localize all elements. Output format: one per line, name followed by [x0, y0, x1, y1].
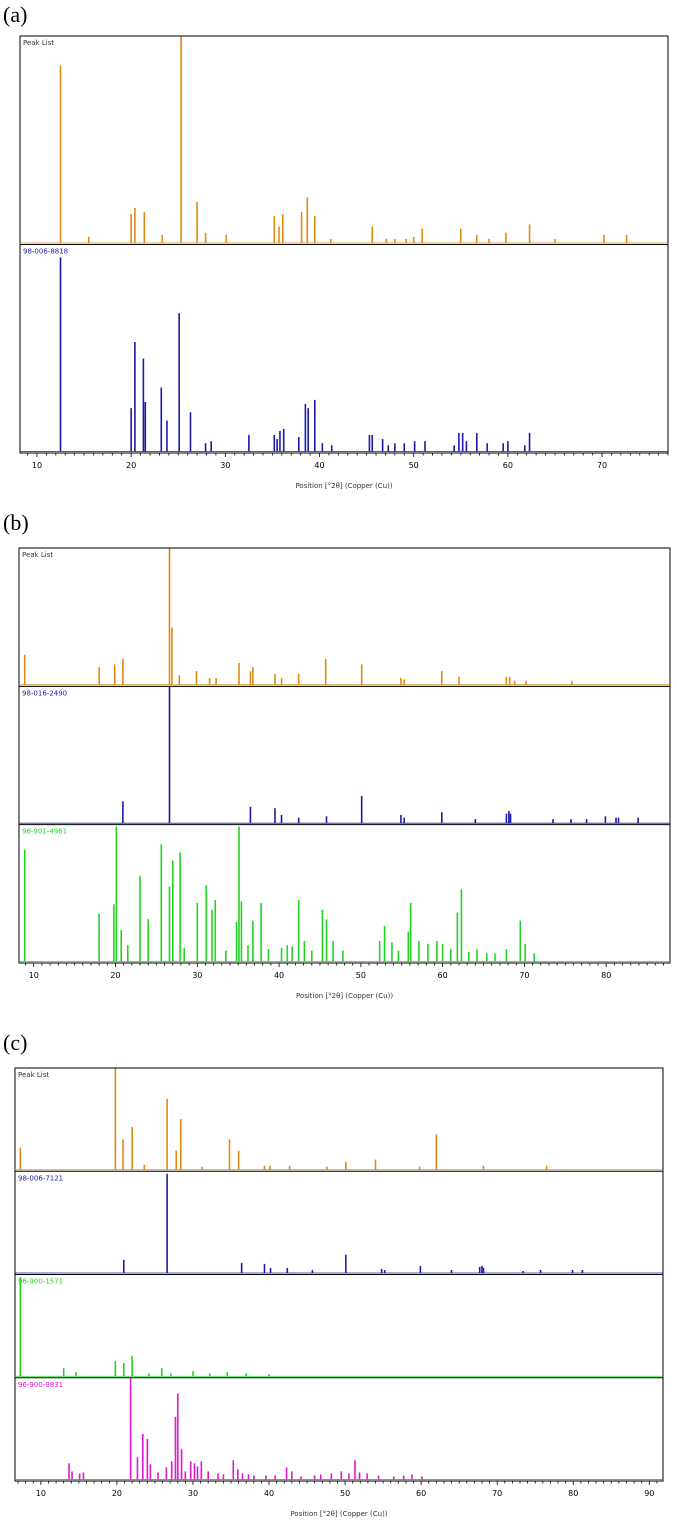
panel-label-c: (c)	[3, 1030, 28, 1055]
subplot-label: 98-006-8818	[23, 248, 68, 256]
tick-label: 70	[492, 1489, 502, 1498]
tick-label: 50	[356, 971, 366, 980]
subplot-label: 98-016-2490	[22, 689, 67, 697]
tick-label: 40	[274, 971, 284, 980]
tick-label: 10	[32, 461, 42, 470]
panel-label-a: (a)	[3, 2, 28, 27]
subplot-label: 96-900-9831	[18, 1381, 63, 1389]
tick-label: 20	[112, 1489, 122, 1498]
tick-label: 30	[188, 1489, 198, 1498]
xrd-chart-a: Peak List 98-006-8818 10 20 30 40 50 60 70 Positi…	[19, 35, 669, 490]
tick-label: 80	[568, 1489, 578, 1498]
x-axis-label: Position [°2θ] (Copper (Cu))	[290, 1510, 387, 1518]
subplot-label: Peak List	[22, 551, 53, 559]
tick-label: 70	[597, 461, 607, 470]
tick-label: 30	[220, 461, 230, 470]
x-axis-label: Position [°2θ] (Copper (Cu))	[296, 992, 393, 1000]
xrd-chart-b: Peak List 98-016-2490 96-901-4961 10 20 30 40 5…	[18, 547, 671, 1000]
tick-label: 50	[340, 1489, 350, 1498]
x-axis-label: Position [°2θ] (Copper (Cu))	[295, 482, 392, 490]
tick-label: 90	[644, 1489, 654, 1498]
tick-label: 30	[192, 971, 202, 980]
tick-label: 20	[110, 971, 120, 980]
tick-label: 40	[264, 1489, 274, 1498]
tick-label: 80	[601, 971, 611, 980]
subplot-label: 96-901-4961	[22, 828, 67, 836]
subplot-label: 98-006-7121	[18, 1174, 63, 1182]
subplot-label: Peak List	[23, 39, 54, 47]
tick-label: 60	[416, 1489, 426, 1498]
tick-label: 20	[126, 461, 136, 470]
tick-label: 60	[503, 461, 513, 470]
tick-label: 50	[409, 461, 419, 470]
tick-label: 40	[314, 461, 324, 470]
subplot-label: 96-900-1571	[18, 1278, 63, 1286]
tick-label: 10	[29, 971, 39, 980]
tick-label: 10	[36, 1489, 46, 1498]
subplot-label: Peak List	[18, 1071, 49, 1079]
tick-label: 70	[519, 971, 529, 980]
panel-label-b: (b)	[3, 510, 29, 535]
tick-label: 60	[438, 971, 448, 980]
